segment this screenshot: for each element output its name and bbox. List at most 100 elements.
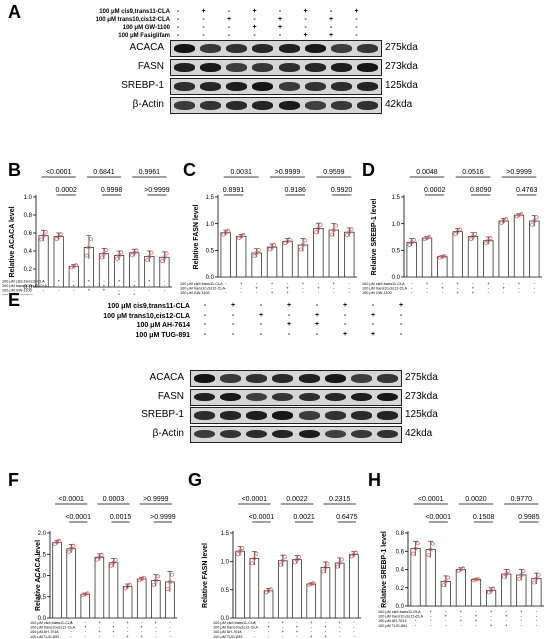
data-point <box>325 561 330 566</box>
y-tick-label: 0.0 <box>396 604 405 610</box>
condition-sign: - <box>304 24 307 31</box>
condition-label: 100 μM Fasiglifam <box>118 33 170 39</box>
p-value-label: 0.0003 <box>103 496 125 503</box>
blot-band <box>173 101 195 110</box>
data-point <box>99 255 104 260</box>
condition-sign: + <box>98 620 101 625</box>
bar <box>94 556 105 619</box>
condition-sign: + <box>354 8 359 15</box>
blot-band <box>377 429 399 439</box>
blot-protein-label: ACACA <box>149 372 184 383</box>
condition-sign: + <box>252 24 257 31</box>
condition-sign: - <box>475 609 477 614</box>
data-point <box>489 588 494 593</box>
data-point <box>95 557 100 562</box>
condition-sign: + <box>303 8 308 15</box>
data-point <box>334 223 338 228</box>
p-value-label: 0.2315 <box>329 496 351 503</box>
condition-sign: + <box>302 281 305 286</box>
y-axis-label: Relative FASN level <box>202 543 209 608</box>
data-point <box>235 552 240 557</box>
p-value-label: >0.9999 <box>506 169 532 176</box>
condition-sign: - <box>70 634 72 638</box>
p-value-label: 0.0002 <box>424 187 446 194</box>
data-point <box>532 219 537 223</box>
p-value-label: 0.9920 <box>331 187 353 194</box>
blot-band <box>351 374 373 383</box>
data-point <box>347 230 352 235</box>
condition-sign: - <box>505 609 507 614</box>
condition-sign: + <box>502 286 505 291</box>
condition-label: 100 μM GW-1100 <box>180 291 210 295</box>
p-value-label: 0.0516 <box>462 169 484 176</box>
data-point <box>117 253 122 258</box>
condition-sign: - <box>457 286 459 291</box>
bar <box>122 586 133 619</box>
condition-sign: - <box>225 290 227 295</box>
y-tick-label: 0.6 <box>396 549 405 555</box>
condition-sign: - <box>99 625 101 630</box>
data-point <box>267 247 272 252</box>
p-value-label: 0.6475 <box>336 514 358 521</box>
condition-sign: - <box>254 625 256 630</box>
p-value-label: 0.4763 <box>516 187 538 194</box>
data-point <box>147 254 152 259</box>
condition-sign: - <box>73 279 75 284</box>
data-point <box>164 251 169 256</box>
condition-label: 100 μM cis9,trans11-CLA <box>362 282 405 286</box>
condition-sign: - <box>415 623 417 628</box>
condition-sign: + <box>296 629 299 634</box>
condition-sign: - <box>445 623 447 628</box>
data-point <box>280 558 285 563</box>
data-point <box>321 569 326 574</box>
condition-sign: - <box>203 311 207 319</box>
condition-sign: - <box>442 281 444 286</box>
condition-label: 100 μM TUG-891 <box>30 635 59 638</box>
condition-sign: + <box>277 16 283 23</box>
y-tick-label: 0.6 <box>24 231 33 237</box>
condition-sign: - <box>282 625 284 630</box>
data-point <box>252 556 257 561</box>
data-point <box>278 562 283 567</box>
blot-band <box>331 101 353 110</box>
p-value-label: <0.0001 <box>46 169 72 176</box>
bar <box>455 569 466 607</box>
condition-label: 100 μM trans10,cis12-CLA <box>30 626 75 630</box>
chart-d-srebp1: 0.0 0.5 1.0 1.5 Relative SREBP-1 level 0.0048… <box>362 169 542 295</box>
blot-size-label: 275kda <box>405 372 438 383</box>
condition-sign: - <box>426 286 428 291</box>
blot-band <box>298 411 320 420</box>
bar <box>349 554 359 619</box>
condition-sign: - <box>315 330 319 338</box>
blot-strip-srebp-1 <box>190 407 402 424</box>
blot-band <box>377 411 399 420</box>
condition-sign: - <box>488 290 490 295</box>
condition-sign: - <box>349 286 351 291</box>
condition-sign: - <box>333 290 335 295</box>
data-point <box>426 553 431 558</box>
data-point <box>160 259 165 264</box>
condition-sign: - <box>302 290 304 295</box>
bar <box>483 240 494 278</box>
blot-band <box>252 63 274 72</box>
condition-sign: + <box>118 292 121 295</box>
condition-sign: + <box>444 614 447 619</box>
blot-band <box>351 429 373 439</box>
condition-sign: - <box>227 32 231 39</box>
data-point <box>484 241 489 246</box>
condition-sign: - <box>253 32 256 39</box>
data-point <box>223 230 228 235</box>
condition-sign: - <box>287 281 289 286</box>
condition-sign: - <box>430 618 432 623</box>
bar <box>235 236 247 278</box>
blot-band <box>324 429 346 439</box>
condition-sign: + <box>333 281 336 286</box>
blot-band <box>226 63 248 72</box>
data-point <box>438 255 443 260</box>
p-value-label: <0.0001 <box>418 496 444 503</box>
condition-sign: - <box>56 620 58 625</box>
condition-sign: - <box>475 623 477 628</box>
condition-sign: - <box>88 292 90 295</box>
condition-sign: - <box>203 321 207 328</box>
data-point <box>530 222 535 227</box>
